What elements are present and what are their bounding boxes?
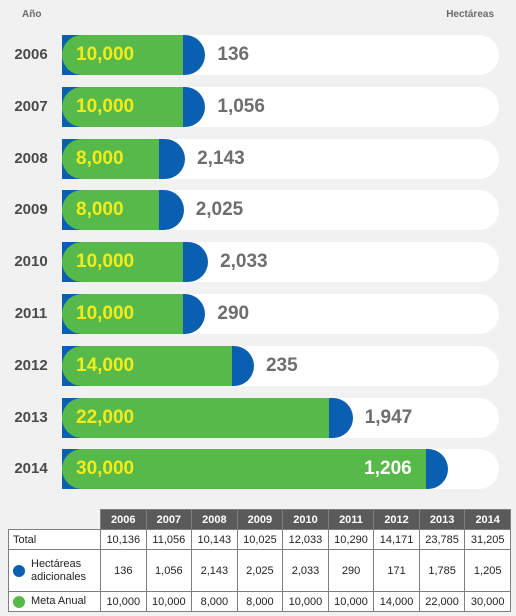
meta-anual-data-label: 30,000 (76, 458, 135, 480)
meta-anual-data-label: 22,000 (76, 406, 135, 428)
hectareas-adicionales-data-label: 2,143 (197, 147, 245, 169)
table-year-header: 2010 (282, 509, 329, 530)
data-table: 2006 2007 2008 2009 2010 2011 2012 2013 2014 Tot… (8, 509, 511, 612)
table-year-header: 2009 (236, 509, 284, 530)
table-cell: 22,000 (418, 591, 466, 612)
table-cell: 136 (100, 549, 147, 592)
table-cell: 10,290 (327, 529, 375, 550)
meta-anual-data-label: 8,000 (76, 199, 124, 221)
table-row: Total 10,136 11,056 10,143 10,025 12,033 10,29… (8, 529, 511, 550)
meta-anual-data-label: 10,000 (76, 251, 135, 273)
table-cell: 10,000 (282, 591, 329, 612)
hectareas-adicionales-data-label: 1,206 (364, 458, 412, 480)
year-tick-label: 2008 (14, 149, 48, 167)
table-row-label-text: Hectáreas adicionales (31, 557, 87, 583)
bar-meta-anual (62, 242, 184, 283)
table-year-header: 2014 (464, 509, 511, 530)
table-cell: 2,143 (191, 549, 238, 592)
year-tick-label: 2007 (14, 97, 48, 115)
table-cell: 290 (327, 549, 375, 592)
bar-row: 2009 8,000 2,025 (0, 190, 516, 231)
bar-row: 2011 10,000 290 (0, 294, 516, 334)
header-year-label: Año (22, 9, 42, 20)
table-cell: 10,136 (100, 529, 147, 550)
table-cell: 2,025 (236, 549, 284, 592)
table-cell: 10,000 (100, 591, 147, 612)
table-year-header: 2008 (191, 509, 238, 530)
table-header-row: 2006 2007 2008 2009 2010 2011 2012 2013 2014 (8, 509, 511, 530)
bar-meta-anual (62, 138, 160, 179)
table-row-label-text: Meta Anual (31, 595, 87, 607)
bar-row: 2010 10,000 2,033 (0, 242, 516, 283)
year-tick-label: 2011 (14, 305, 48, 322)
year-tick-label: 2009 (14, 201, 48, 219)
hectareas-adicionales-data-label: 2,033 (220, 251, 268, 273)
year-tick-label: 2013 (14, 408, 48, 426)
table-cell: 8,000 (191, 591, 238, 612)
bar-row: 2006 10,000 136 (0, 35, 516, 75)
legend-dot-icon (13, 595, 25, 608)
table-year-header: 2011 (327, 509, 375, 530)
table-cell: 23,785 (418, 529, 466, 550)
bar-meta-anual (62, 190, 160, 231)
table-cell: 10,025 (236, 529, 284, 550)
table-cell: 2,033 (282, 549, 329, 592)
table-row-label: Hectáreas adicionales (8, 549, 101, 592)
year-tick-label: 2010 (14, 253, 48, 271)
table-cell: 10,143 (191, 529, 238, 550)
meta-anual-data-label: 10,000 (76, 44, 135, 65)
meta-anual-data-label: 10,000 (76, 303, 135, 324)
table-row: Hectáreas adicionales 136 1,056 2,143 2,025 2… (8, 549, 511, 592)
table-cell: 14,000 (373, 591, 420, 612)
hectareas-adicionales-data-label: 2,025 (195, 199, 244, 221)
table-cell: 10,000 (327, 591, 375, 612)
table-row-label-text: Total (13, 533, 37, 546)
meta-anual-data-label: 14,000 (76, 354, 135, 376)
meta-anual-data-label: 8,000 (76, 147, 124, 169)
bar-row: 2007 10,000 1,056 (0, 86, 516, 127)
table-cell: 1,056 (145, 549, 193, 592)
table-cell: 30,000 (464, 591, 511, 612)
bar-meta-anual (62, 345, 232, 386)
table-cell: 12,033 (282, 529, 329, 550)
meta-anual-data-label: 10,000 (76, 95, 135, 117)
bar-row: 2014 30,000 1,206 (0, 449, 516, 490)
table-row: Meta Anual 10,000 10,000 8,000 8,000 10,000 10… (8, 591, 511, 612)
table-row-label: Meta Anual (8, 591, 101, 612)
year-tick-label: 2006 (14, 46, 48, 63)
header-unit-label: Hectáreas (446, 9, 494, 20)
table-cell: 10,000 (145, 591, 193, 612)
table-year-header: 2007 (145, 509, 193, 530)
bar-row: 2012 14,000 235 (0, 345, 516, 386)
hectareas-adicionales-data-label: 136 (217, 44, 250, 65)
bar-meta-anual (62, 449, 427, 490)
bar-meta-anual (62, 86, 184, 127)
table-year-header: 2006 (100, 509, 147, 530)
table-cell: 1,785 (418, 549, 466, 592)
table-cell: 31,205 (464, 529, 511, 550)
table-cell: 8,000 (236, 591, 284, 612)
table-corner (8, 509, 101, 530)
table-cell: 11,056 (145, 529, 193, 550)
table-cell: 171 (373, 549, 420, 592)
table-year-header: 2013 (418, 509, 466, 530)
table-cell: 14,171 (373, 529, 420, 550)
bar-meta-anual (62, 35, 184, 75)
table-year-header: 2012 (373, 509, 420, 530)
hectareas-adicionales-data-label: 1,056 (217, 95, 265, 117)
bar-row: 2008 8,000 2,143 (0, 138, 516, 179)
table-row-label: Total (8, 529, 101, 550)
year-tick-label: 2014 (14, 460, 48, 478)
hectareas-adicionales-data-label: 290 (217, 303, 250, 324)
hectareas-adicionales-data-label: 235 (265, 354, 298, 376)
legend-dot-icon (13, 564, 25, 577)
year-tick-label: 2012 (14, 356, 48, 374)
bar-meta-anual (62, 397, 330, 438)
hectareas-adicionales-data-label: 1,947 (364, 406, 413, 428)
bar-row: 2013 22,000 1,947 (0, 397, 516, 438)
table-cell: 1,205 (464, 549, 511, 592)
bar-meta-anual (62, 294, 184, 334)
